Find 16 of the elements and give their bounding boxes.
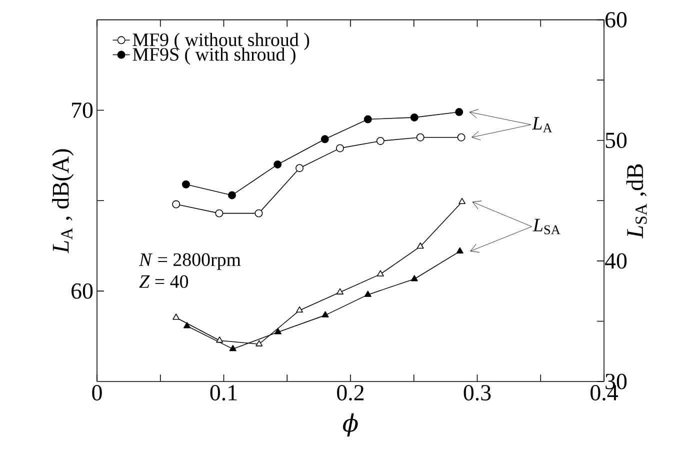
y2-tick-label: 40 [604,253,627,269]
annotation: N = 2800rpm [138,253,241,270]
y-tick-label: 70 [72,102,93,118]
y2-axis-title: L$_{SA}$ ,dB [626,164,647,238]
x-tick-label: 0 [92,385,102,400]
annotation: Z = 40 [139,275,188,288]
annotation: L$_{A}$ [532,117,552,132]
legend-label: MF9S ( with shroud ) [132,47,296,65]
x-tick-label: 0.1 [210,385,237,401]
y2-tick-label: 50 [606,132,627,148]
y-axis-title: L$_{A}$ , dB(A) [52,149,74,254]
x-axis-title: ϕ [343,413,358,437]
x-tick-label: 0.3 [464,385,491,401]
annotation: L$_{SA}$ [532,218,560,234]
x-tick-label: 0.2 [337,385,364,401]
y2-tick-label: 60 [606,12,627,28]
